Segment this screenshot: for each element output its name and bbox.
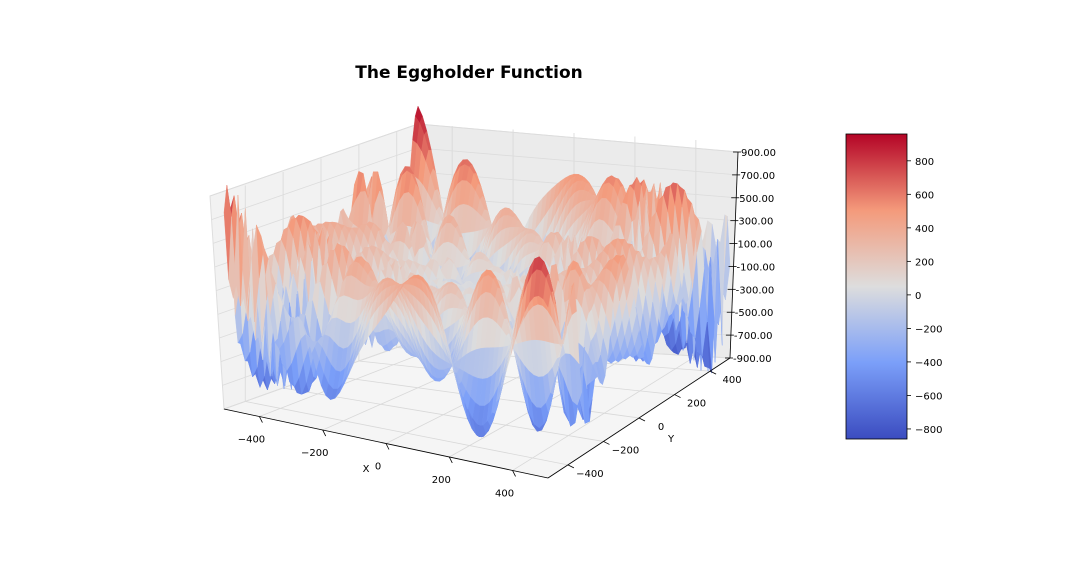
z-tick-label: -500.00: [735, 308, 774, 319]
z-tick-label: 500.00: [739, 194, 774, 205]
colorbar-tick-label: −800: [915, 425, 942, 436]
colorbar-tick-label: 200: [915, 257, 934, 268]
y-tick-mark: [603, 441, 610, 445]
colorbar-tick-label: 400: [915, 224, 934, 235]
y-tick-label: −200: [612, 445, 639, 456]
z-tick-label: 700.00: [740, 171, 775, 182]
y-tick-label: 0: [658, 422, 664, 433]
colorbar: 800 600 400 200 0 −200 −400 −600 −800: [845, 133, 942, 440]
y-tick-label: 200: [687, 399, 706, 410]
colorbar-gradient: [845, 133, 908, 440]
colorbar-tick-label: 0: [915, 291, 921, 302]
x-tick-label: 200: [432, 475, 451, 486]
colorbar-tick-label: 800: [915, 157, 934, 168]
chart-title: The Eggholder Function: [355, 63, 583, 83]
z-tick-label: 300.00: [738, 217, 773, 228]
x-axis-label: X: [363, 464, 370, 475]
x-tick-label: −200: [301, 448, 328, 459]
x-tick-label: 0: [375, 462, 381, 473]
z-tick-label: -100.00: [737, 262, 776, 273]
colorbar-tick-label: −400: [915, 358, 942, 369]
y-axis-label: Y: [667, 434, 675, 445]
colorbar-ticks: 800 600 400 200 0 −200 −400 −600 −800: [907, 157, 942, 436]
y-tick-label: 400: [723, 375, 742, 386]
colorbar-tick-label: 600: [915, 190, 934, 201]
z-tick-label: -700.00: [734, 331, 773, 342]
x-tick-label: −400: [238, 435, 265, 446]
eggholder-surface: [223, 105, 731, 438]
colorbar-tick-label: −200: [915, 324, 942, 335]
y-tick-mark: [567, 464, 575, 469]
z-tick-label: 100.00: [737, 240, 772, 251]
z-tick-label: -300.00: [736, 285, 775, 296]
y-tick-label: −400: [576, 469, 603, 480]
y-tick-mark: [709, 370, 717, 375]
y-tick-mark: [638, 417, 646, 422]
y-tick-mark: [674, 394, 681, 398]
colorbar-tick-label: −600: [915, 391, 942, 402]
z-tick-label: -900.00: [733, 354, 772, 365]
x-tick-label: 400: [495, 488, 514, 499]
z-tick-label: 900.00: [741, 148, 776, 159]
